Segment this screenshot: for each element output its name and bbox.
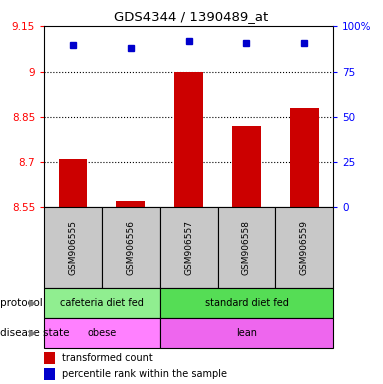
Text: GSM906559: GSM906559 [300,220,309,275]
Text: GSM906558: GSM906558 [242,220,251,275]
Text: GSM906555: GSM906555 [69,220,77,275]
Text: protocol: protocol [0,298,43,308]
Bar [174,72,203,207]
Text: obese: obese [87,328,116,338]
Text: transformed count: transformed count [62,353,153,363]
Text: percentile rank within the sample: percentile rank within the sample [62,369,228,379]
Text: cafeteria diet fed: cafeteria diet fed [60,298,144,308]
Text: lean: lean [236,328,257,338]
Text: GSM906557: GSM906557 [184,220,193,275]
Text: disease state: disease state [0,328,69,338]
Bar [59,159,87,207]
Text: ▶: ▶ [29,298,36,308]
Text: standard diet fed: standard diet fed [205,298,288,308]
Bar [232,126,261,207]
Bar [290,108,319,207]
Bar [116,201,145,207]
Text: GDS4344 / 1390489_at: GDS4344 / 1390489_at [115,10,268,23]
Text: GSM906556: GSM906556 [126,220,135,275]
Text: ▶: ▶ [29,328,36,338]
